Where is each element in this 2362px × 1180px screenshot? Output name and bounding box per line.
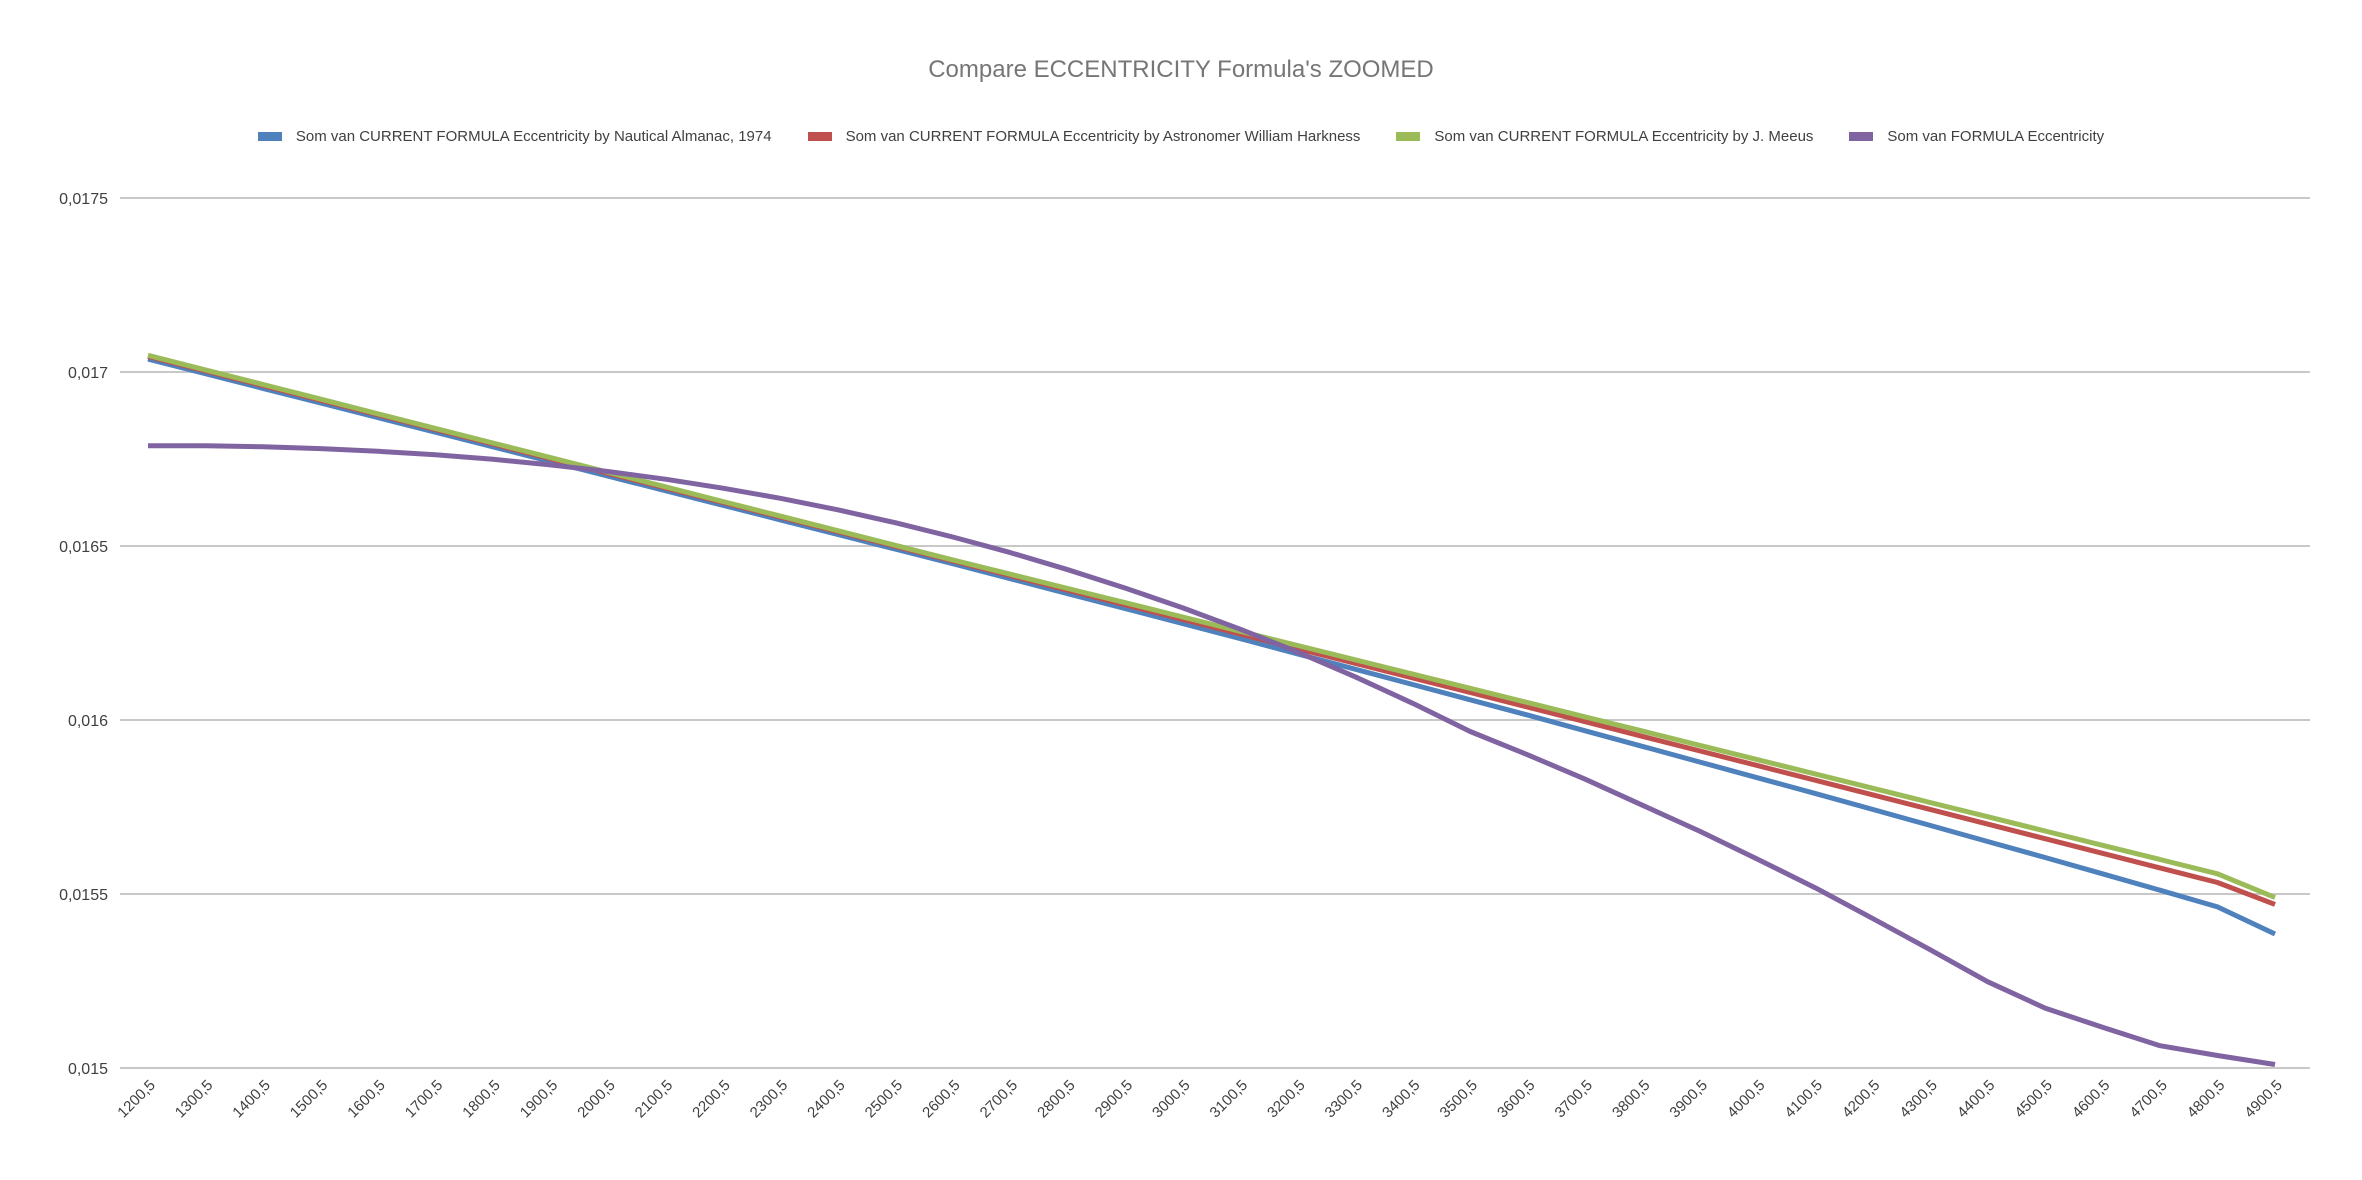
series-line-2[interactable] <box>147 352 2276 900</box>
x-tick-label: 4800,5 <box>2184 1077 2228 1121</box>
x-tick-label: 1800,5 <box>459 1077 503 1121</box>
legend-swatch-icon <box>1396 132 1421 141</box>
x-tick-label: 3500,5 <box>1437 1077 1481 1121</box>
x-tick-label: 3600,5 <box>1494 1077 1538 1121</box>
legend-item-harkness[interactable]: Som van CURRENT FORMULA Eccentricity by … <box>807 128 1361 145</box>
legend-item-meeus[interactable]: Som van CURRENT FORMULA Eccentricity by … <box>1396 128 1813 145</box>
x-tick-label: 4100,5 <box>1781 1077 1825 1121</box>
legend-item-almanac[interactable]: Som van CURRENT FORMULA Eccentricity by … <box>257 128 772 145</box>
x-tick-label: 4300,5 <box>1896 1077 1940 1121</box>
y-tick-label: 0,0165 <box>59 539 108 556</box>
legend-label: Som van CURRENT FORMULA Eccentricity by … <box>295 128 772 145</box>
x-tick-label: 2900,5 <box>1092 1077 1136 1121</box>
y-tick-label: 0,015 <box>68 1061 108 1078</box>
x-tick-label: 4600,5 <box>2069 1077 2113 1121</box>
x-tick-label: 2700,5 <box>977 1077 1021 1121</box>
x-tick-label: 4500,5 <box>2011 1077 2055 1121</box>
chart-legend: Som van CURRENT FORMULA Eccentricity by … <box>0 128 2362 145</box>
y-tick-label: 0,0155 <box>59 887 108 904</box>
x-tick-label: 2500,5 <box>862 1077 906 1121</box>
x-tick-label: 2300,5 <box>747 1077 791 1121</box>
y-tick-label: 0,0175 <box>59 191 108 208</box>
x-tick-label: 3700,5 <box>1552 1077 1596 1121</box>
y-axis: 0,015 0,0155 0,016 0,0165 0,017 0,0175 <box>59 191 108 1078</box>
x-tick-label: 4000,5 <box>1724 1077 1768 1121</box>
x-tick-label: 3900,5 <box>1666 1077 1710 1121</box>
series-line-3[interactable] <box>148 443 2276 1067</box>
x-axis: 1200,5 1300,5 1400,5 1500,5 1600,5 1700,5 1800… <box>114 1077 2285 1121</box>
x-tick-label: 1600,5 <box>344 1077 388 1121</box>
legend-label: Som van FORMULA Eccentricity <box>1887 128 2105 145</box>
chart-title: Compare ECCENTRICITY Formula's ZOOMED <box>928 56 1434 83</box>
x-tick-label: 2200,5 <box>689 1077 733 1121</box>
x-tick-label: 3000,5 <box>1149 1077 1193 1121</box>
legend-swatch-icon <box>1849 132 1874 141</box>
x-tick-label: 4400,5 <box>1954 1077 1998 1121</box>
x-tick-label: 1700,5 <box>402 1077 446 1121</box>
x-tick-label: 3300,5 <box>1322 1077 1366 1121</box>
x-tick-label: 1300,5 <box>172 1077 216 1121</box>
x-tick-label: 3200,5 <box>1264 1077 1308 1121</box>
legend-label: Som van CURRENT FORMULA Eccentricity by … <box>845 128 1361 145</box>
x-tick-label: 1200,5 <box>114 1077 158 1121</box>
x-tick-label: 4900,5 <box>2241 1077 2285 1121</box>
x-tick-label: 2400,5 <box>804 1077 848 1121</box>
x-tick-label: 2100,5 <box>632 1077 676 1121</box>
x-tick-label: 4700,5 <box>2126 1077 2170 1121</box>
x-tick-label: 1900,5 <box>517 1077 561 1121</box>
legend-swatch-icon <box>257 132 282 141</box>
x-tick-label: 2000,5 <box>574 1077 618 1121</box>
series-lines <box>147 352 2277 1067</box>
legend-swatch-icon <box>807 132 832 141</box>
series-line-0[interactable] <box>147 356 2277 937</box>
x-tick-label: 1400,5 <box>229 1077 273 1121</box>
x-tick-label: 1500,5 <box>287 1077 331 1121</box>
legend-item-formula[interactable]: Som van FORMULA Eccentricity <box>1849 128 2104 145</box>
x-tick-label: 3800,5 <box>1609 1077 1653 1121</box>
y-tick-label: 0,016 <box>68 713 108 730</box>
gridlines <box>120 197 2310 1069</box>
x-tick-label: 4200,5 <box>1839 1077 1883 1121</box>
x-tick-label: 2600,5 <box>919 1077 963 1121</box>
legend-label: Som van CURRENT FORMULA Eccentricity by … <box>1434 128 1814 145</box>
x-tick-label: 3400,5 <box>1379 1077 1423 1121</box>
y-tick-label: 0,017 <box>68 365 108 382</box>
x-tick-label: 3100,5 <box>1207 1077 1251 1121</box>
x-tick-label: 2800,5 <box>1034 1077 1078 1121</box>
